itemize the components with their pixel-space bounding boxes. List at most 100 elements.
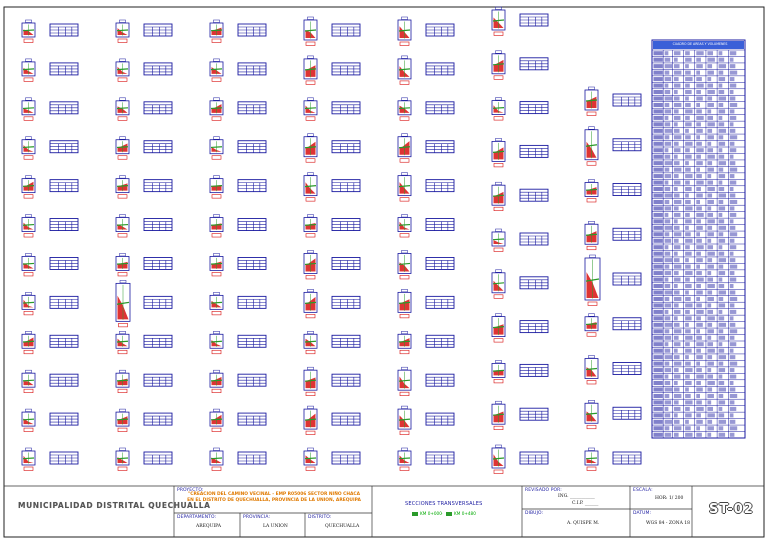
cross-section-12: [115, 19, 130, 43]
section-table-35: [237, 451, 267, 465]
section-table-12: [143, 23, 173, 37]
section-table-52: [425, 179, 455, 193]
section-table-8: [49, 334, 79, 348]
revisado-label: REVISADO POR:: [525, 488, 562, 493]
datum-label: DATUM:: [633, 511, 652, 516]
section-table-43: [331, 295, 361, 309]
cross-section-59: [397, 447, 412, 471]
project-name-line-2: EN EL DISTRITO DE QUECHUALLA, PROVINCIA …: [187, 498, 361, 503]
legend-swatch-1: [412, 512, 418, 516]
section-table-64: [519, 188, 549, 202]
cross-section-55: [397, 289, 412, 319]
cross-section-8: [21, 331, 36, 355]
departamento-label: DEPARTAMENTO:: [177, 515, 217, 520]
cross-section-57: [397, 366, 412, 396]
section-table-46: [331, 412, 361, 426]
section-table-41: [331, 218, 361, 231]
cross-section-39: [303, 133, 318, 163]
section-table-44: [331, 334, 361, 348]
section-table-40: [331, 179, 361, 193]
cross-section-77: [584, 355, 599, 385]
cross-section-35: [209, 447, 224, 471]
section-table-79: [612, 451, 642, 465]
cross-section-31: [209, 292, 224, 316]
section-table-74: [612, 227, 642, 241]
cross-section-4: [21, 175, 36, 199]
section-table-60: [519, 13, 549, 27]
section-table-26: [237, 101, 267, 115]
section-table-42: [331, 257, 361, 270]
dibujo-label: DIBUJO:: [525, 511, 544, 516]
cross-section-3: [21, 136, 36, 160]
organization-name: MUNICIPALIDAD DISTRITAL QUECHUALLA: [18, 501, 211, 510]
section-table-28: [237, 179, 267, 193]
section-table-18: [143, 257, 173, 270]
section-table-53: [425, 218, 455, 231]
cross-section-10: [21, 408, 36, 432]
project-name-line-1: "CREACION DEL CAMINO VECINAL - EMP R0500…: [187, 492, 361, 497]
section-table-59: [425, 451, 455, 465]
section-table-3: [49, 140, 79, 154]
cross-section-28: [209, 175, 224, 199]
cross-section-24: [209, 19, 224, 43]
cross-section-6: [21, 253, 36, 277]
section-table-70: [519, 451, 549, 465]
cross-section-40: [303, 172, 318, 202]
cross-section-68: [491, 360, 506, 384]
cross-section-79: [584, 447, 599, 471]
section-table-27: [237, 140, 267, 154]
cross-section-25: [209, 58, 224, 82]
cross-section-64: [491, 181, 506, 211]
section-table-20: [143, 334, 173, 348]
cross-section-23: [115, 447, 130, 471]
cross-section-70: [491, 444, 506, 474]
cross-section-43: [303, 289, 318, 319]
cross-sections-area: [21, 6, 642, 474]
cross-section-26: [209, 97, 224, 121]
section-table-45: [331, 373, 361, 387]
section-table-68: [519, 363, 549, 377]
cross-section-71: [584, 86, 599, 116]
section-table-32: [237, 334, 267, 348]
section-table-5: [49, 218, 79, 231]
cross-section-7: [21, 292, 36, 316]
cross-section-42: [303, 250, 318, 280]
section-table-33: [237, 373, 267, 387]
section-table-69: [519, 407, 549, 421]
section-table-11: [49, 451, 79, 465]
cross-section-49: [397, 55, 412, 85]
cross-section-5: [21, 214, 36, 238]
legend-label-1: KM 0+000: [420, 511, 442, 516]
cross-section-21: [115, 369, 130, 393]
section-table-16: [143, 179, 173, 193]
section-table-78: [612, 406, 642, 420]
cross-section-44: [303, 331, 318, 355]
section-table-29: [237, 218, 267, 231]
sheet-code: ST-02: [709, 502, 754, 517]
cross-section-69: [491, 400, 506, 431]
cross-section-19: [115, 280, 131, 328]
section-table-54: [425, 257, 455, 270]
cross-section-51: [397, 133, 412, 163]
section-table-19: [143, 295, 173, 309]
legend-swatch-2: [446, 512, 452, 516]
cross-section-30: [209, 253, 224, 277]
cross-section-67: [491, 313, 506, 343]
cross-section-62: [491, 97, 506, 121]
provincia-label: PROVINCIA:: [243, 515, 271, 520]
cross-section-53: [397, 214, 412, 238]
section-table-72: [612, 138, 642, 152]
cross-section-41: [303, 214, 318, 238]
cross-section-34: [209, 408, 224, 432]
cross-section-9: [21, 369, 36, 393]
section-table-7: [49, 295, 79, 309]
cross-section-65: [491, 228, 506, 252]
cross-section-56: [397, 331, 412, 355]
cross-section-46: [303, 405, 318, 435]
section-table-0: [49, 23, 79, 37]
section-table-57: [425, 373, 455, 387]
cross-section-18: [115, 253, 130, 277]
revisado-cip: C.I.P. ______: [572, 501, 599, 506]
section-table-22: [143, 412, 173, 426]
section-table-71: [612, 93, 642, 107]
